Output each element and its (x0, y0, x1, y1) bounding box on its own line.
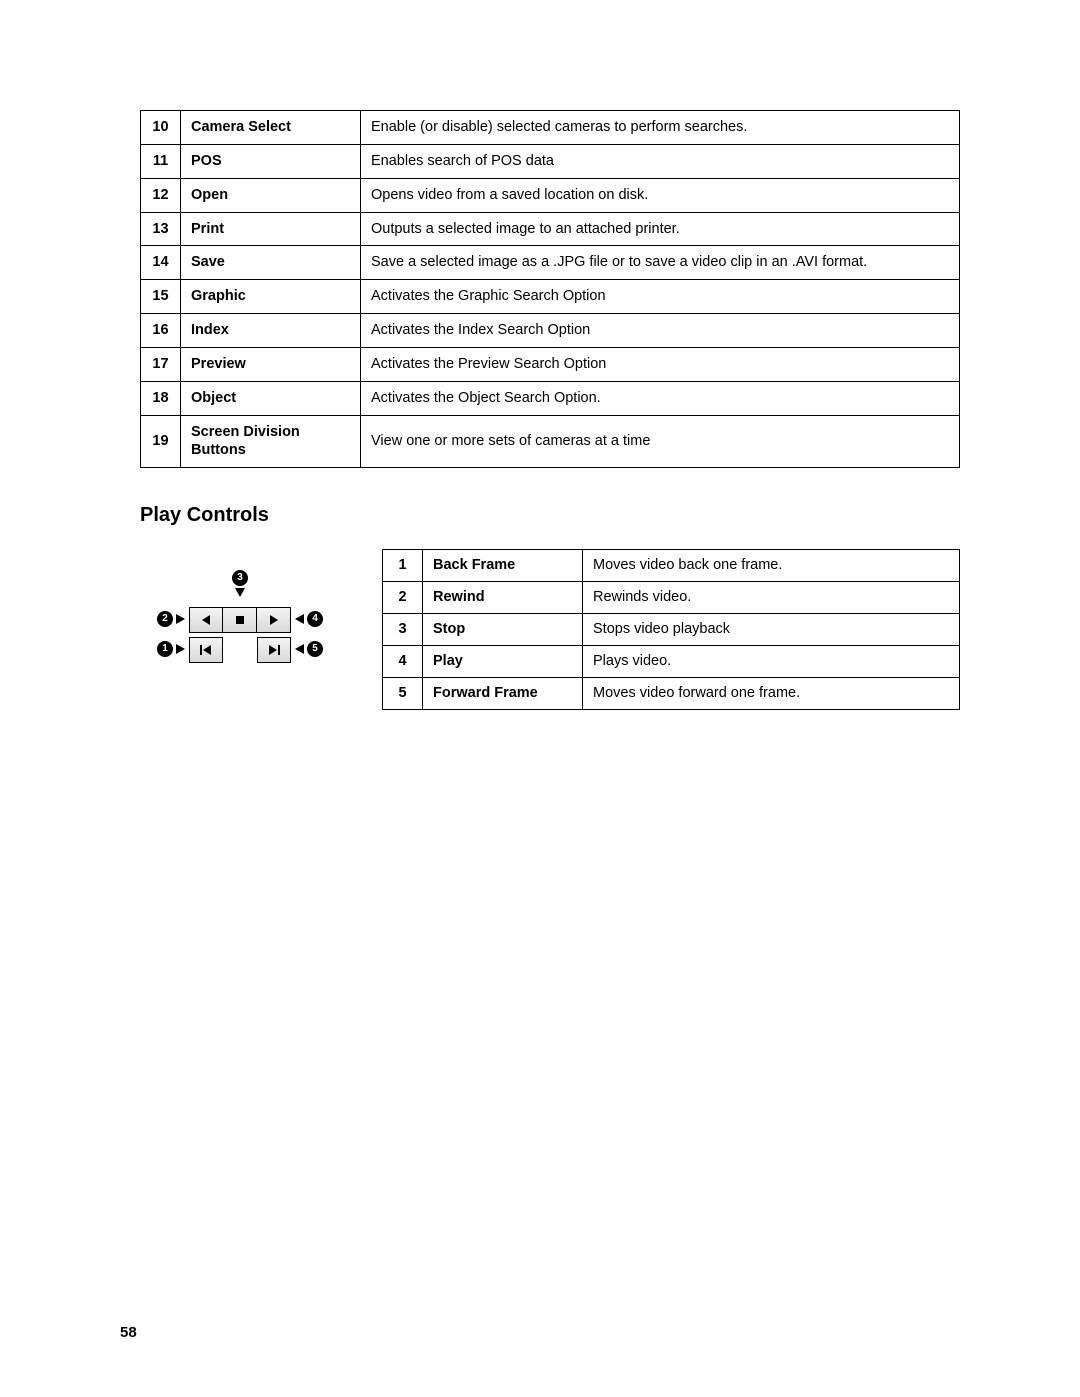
row-name: Save (181, 246, 361, 280)
table-row: 16IndexActivates the Index Search Option (141, 314, 960, 348)
row-desc: Enables search of POS data (361, 144, 960, 178)
play-controls-table-body: 1Back FrameMoves video back one frame.2R… (383, 550, 960, 709)
row-number: 12 (141, 178, 181, 212)
table-row: 4PlayPlays video. (383, 645, 960, 677)
rewind-icon (200, 614, 212, 626)
row-number: 16 (141, 314, 181, 348)
table-row: 12OpenOpens video from a saved location … (141, 178, 960, 212)
table-row: 17PreviewActivates the Preview Search Op… (141, 347, 960, 381)
reference-table: 10Camera SelectEnable (or disable) selec… (140, 110, 960, 468)
row-name: Object (181, 381, 361, 415)
row-desc: Activates the Object Search Option. (361, 381, 960, 415)
row-name: Play (423, 645, 583, 677)
row-number: 17 (141, 347, 181, 381)
row-name: Stop (423, 613, 583, 645)
row-name: Graphic (181, 280, 361, 314)
row-number: 19 (141, 415, 181, 468)
rewind-button[interactable] (189, 607, 223, 633)
row-desc: Stops video playback (583, 613, 960, 645)
stop-button[interactable] (223, 607, 257, 633)
callout-1: 1 (157, 641, 173, 657)
page-number: 58 (120, 1324, 137, 1341)
row-name: Back Frame (423, 550, 583, 582)
table-row: 5Forward FrameMoves video forward one fr… (383, 677, 960, 709)
row-name: Screen Division Buttons (181, 415, 361, 468)
row-desc: Plays video. (583, 645, 960, 677)
row-name: Print (181, 212, 361, 246)
play-controls-diagram: 3 2 (140, 549, 340, 677)
row-desc: Activates the Graphic Search Option (361, 280, 960, 314)
table-row: 18ObjectActivates the Object Search Opti… (141, 381, 960, 415)
stop-icon (234, 614, 246, 626)
row-number: 3 (383, 613, 423, 645)
row-desc: Rewinds video. (583, 582, 960, 614)
row-name: Rewind (423, 582, 583, 614)
row-name: Camera Select (181, 111, 361, 145)
callout-4: 4 (307, 611, 323, 627)
row-number: 10 (141, 111, 181, 145)
table-row: 3StopStops video playback (383, 613, 960, 645)
row-desc: Opens video from a saved location on dis… (361, 178, 960, 212)
row-desc: Outputs a selected image to an attached … (361, 212, 960, 246)
row-number: 1 (383, 550, 423, 582)
row-number: 11 (141, 144, 181, 178)
callout-5: 5 (307, 641, 323, 657)
row-name: Forward Frame (423, 677, 583, 709)
play-controls-table: 1Back FrameMoves video back one frame.2R… (382, 549, 960, 709)
row-name: Index (181, 314, 361, 348)
table-row: 2RewindRewinds video. (383, 582, 960, 614)
table-row: 11POSEnables search of POS data (141, 144, 960, 178)
row-desc: Moves video back one frame. (583, 550, 960, 582)
row-desc: Save a selected image as a .JPG file or … (361, 246, 960, 280)
row-number: 5 (383, 677, 423, 709)
play-icon (268, 614, 280, 626)
table-row: 10Camera SelectEnable (or disable) selec… (141, 111, 960, 145)
row-number: 15 (141, 280, 181, 314)
table-row: 15GraphicActivates the Graphic Search Op… (141, 280, 960, 314)
forward-frame-icon (267, 644, 281, 656)
table-row: 14SaveSave a selected image as a .JPG fi… (141, 246, 960, 280)
row-name: Preview (181, 347, 361, 381)
row-desc: View one or more sets of cameras at a ti… (361, 415, 960, 468)
table-row: 13PrintOutputs a selected image to an at… (141, 212, 960, 246)
row-desc: Activates the Preview Search Option (361, 347, 960, 381)
reference-table-body: 10Camera SelectEnable (or disable) selec… (141, 111, 960, 468)
callout-3: 3 (232, 570, 248, 586)
row-number: 18 (141, 381, 181, 415)
row-desc: Enable (or disable) selected cameras to … (361, 111, 960, 145)
forward-frame-button[interactable] (257, 637, 291, 663)
play-button[interactable] (257, 607, 291, 633)
row-desc: Moves video forward one frame. (583, 677, 960, 709)
row-name: POS (181, 144, 361, 178)
row-number: 13 (141, 212, 181, 246)
back-frame-button[interactable] (189, 637, 223, 663)
table-row: 1Back FrameMoves video back one frame. (383, 550, 960, 582)
row-number: 14 (141, 246, 181, 280)
row-desc: Activates the Index Search Option (361, 314, 960, 348)
section-title: Play Controls (140, 504, 960, 527)
back-frame-icon (199, 644, 213, 656)
callout-2: 2 (157, 611, 173, 627)
row-name: Open (181, 178, 361, 212)
row-number: 4 (383, 645, 423, 677)
table-row: 19Screen Division ButtonsView one or mor… (141, 415, 960, 468)
row-number: 2 (383, 582, 423, 614)
